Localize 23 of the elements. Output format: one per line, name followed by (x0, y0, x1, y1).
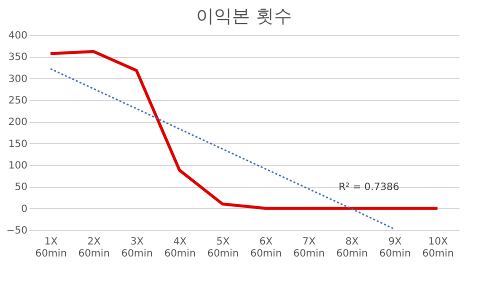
line-series (49, 50, 439, 210)
y-tick-label: 350 (8, 52, 28, 64)
x-tick-label: 10X 60min (422, 236, 454, 260)
y-tick-label: 150 (8, 138, 28, 150)
y-tick-label: 100 (8, 160, 28, 172)
x-tick-label: 9X 60min (379, 236, 411, 260)
x-tick-label: 8X 60min (336, 236, 368, 260)
x-tick-label: 7X 60min (293, 236, 325, 260)
x-tick-label: 2X 60min (78, 236, 110, 260)
y-tick-label: 50 (14, 182, 28, 194)
x-tick-label: 4X 60min (164, 236, 196, 260)
x-tick-label: 1X 60min (35, 236, 67, 260)
y-tick-label: 0 (21, 204, 28, 215)
x-tick-label: 5X 60min (207, 236, 239, 260)
x-tick-label: 6X 60min (250, 236, 282, 260)
y-tick-label: 300 (8, 74, 28, 85)
chart-title: 이익본 횟수 (196, 6, 292, 27)
annotation: R² = 0.7386 (338, 182, 400, 194)
x-tick-label: 3X 60min (121, 236, 153, 260)
y-tick-label: −50 (6, 226, 28, 236)
y-tick-label: 200 (8, 117, 28, 128)
y-tick-label: 400 (8, 30, 28, 42)
y-tick-label: 250 (8, 96, 28, 106)
